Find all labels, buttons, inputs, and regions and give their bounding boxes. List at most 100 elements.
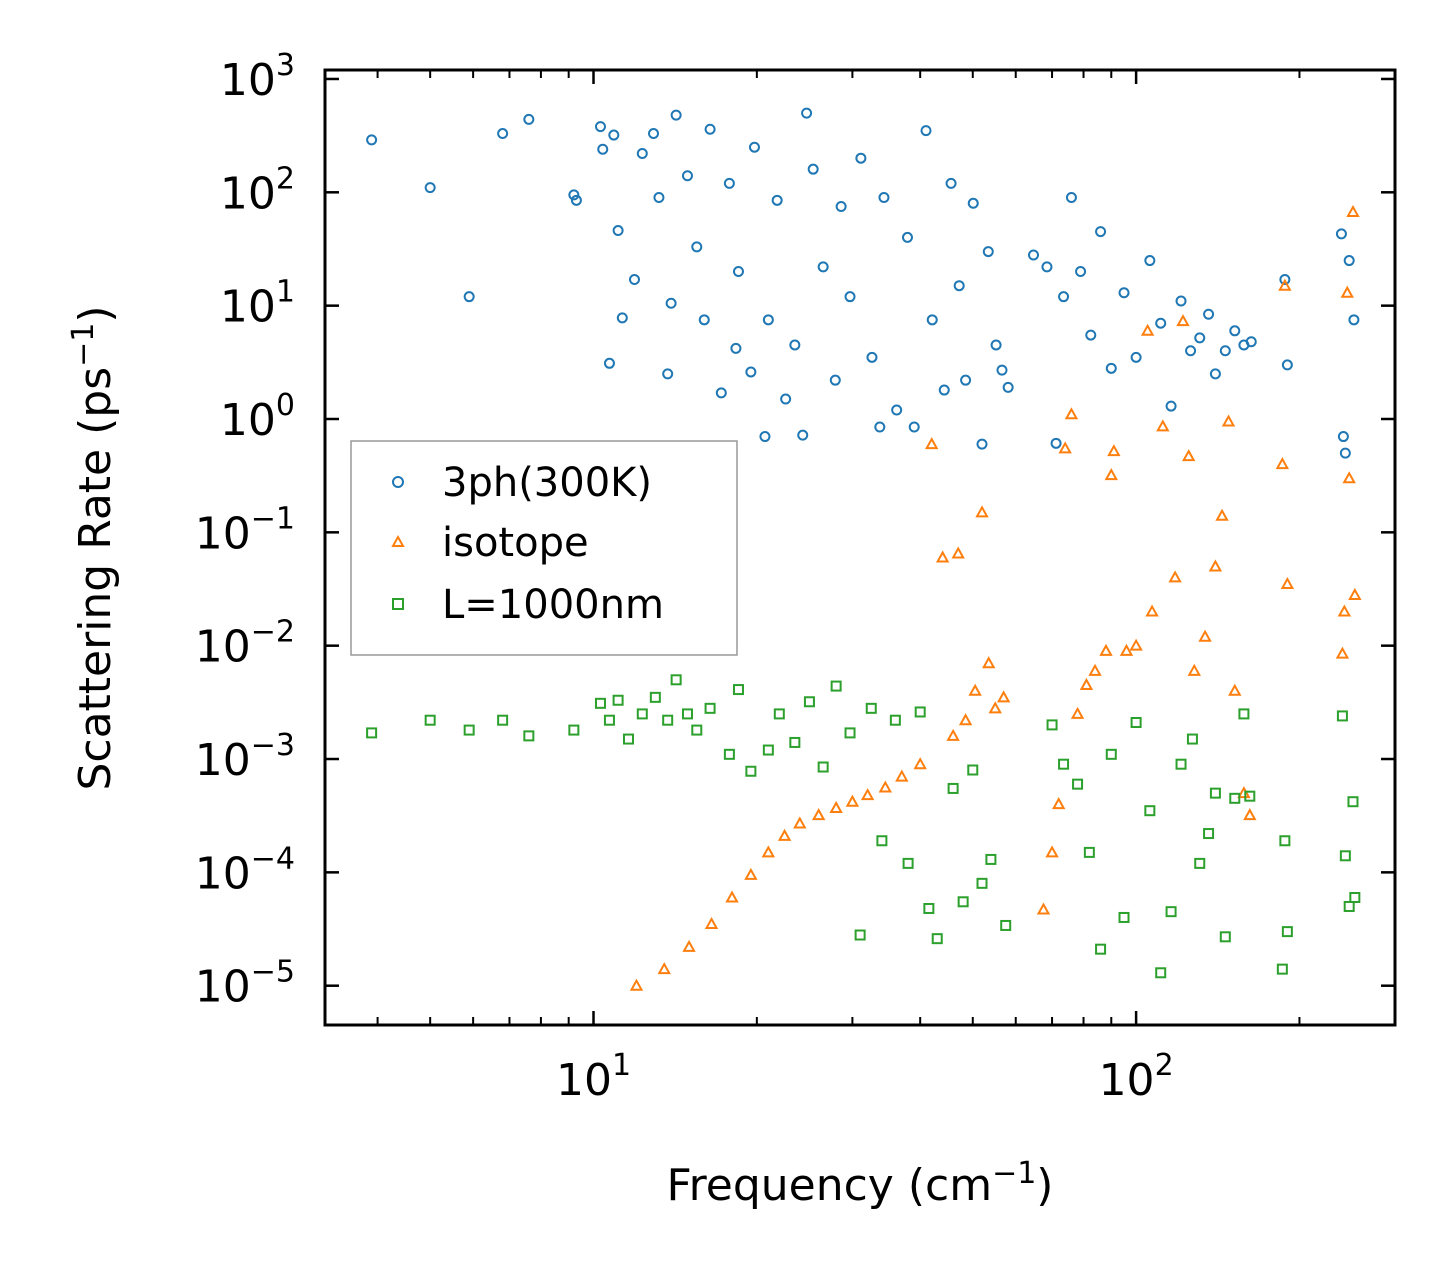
data-point-series-1 (996, 690, 1011, 703)
x-tick-label: 102 (1099, 1048, 1174, 1106)
data-point-series-2 (732, 684, 744, 696)
data-point-series-0 (497, 128, 509, 140)
data-point-series-0 (789, 339, 801, 351)
data-point-series-0 (594, 121, 606, 133)
data-point-series-0 (1335, 228, 1347, 240)
data-point-series-0 (748, 141, 760, 153)
data-point-series-0 (681, 170, 693, 182)
data-point-series-0 (1279, 274, 1291, 286)
data-point-series-0 (670, 109, 682, 121)
y-tick-label: 10−3 (195, 728, 295, 786)
data-point-series-1 (1058, 441, 1072, 454)
data-point-series-0 (901, 231, 913, 243)
data-point-series-0 (797, 429, 809, 441)
data-point-series-2 (844, 727, 856, 739)
data-point-series-0 (568, 189, 580, 201)
data-point-series-0 (780, 393, 792, 405)
data-point-series-0 (1339, 447, 1351, 459)
legend-label-3ph: 3ph(300K) (442, 460, 652, 506)
y-tick-label: 101 (220, 275, 295, 333)
data-point-series-2 (1095, 943, 1107, 955)
data-point-series-2 (1000, 919, 1012, 931)
data-point-series-1 (1340, 285, 1354, 298)
data-point-series-0 (855, 152, 867, 164)
data-point-series-1 (946, 728, 960, 741)
data-point-series-0 (1185, 345, 1197, 357)
data-point-series-1 (1198, 629, 1212, 642)
data-point-series-1 (829, 800, 843, 813)
axis-ticks: 101 102 103 102 101 100 10−1 10−2 10−3 10−4 10−5 (195, 48, 1396, 1106)
data-point-series-2 (1279, 835, 1291, 847)
data-point-series-0 (1245, 336, 1257, 348)
data-point-series-0 (648, 128, 660, 140)
data-point-series-2 (523, 730, 535, 742)
data-point-series-0 (807, 163, 819, 175)
data-point-series-0 (1343, 255, 1355, 267)
data-point-series-0 (878, 192, 890, 204)
data-point-series-2 (1046, 719, 1058, 731)
data-point-series-2 (967, 764, 979, 776)
data-point-series-2 (1339, 850, 1351, 862)
data-point-series-1 (1036, 902, 1051, 915)
data-point-series-0 (938, 384, 950, 396)
data-point-series-0 (967, 197, 979, 209)
data-point-series-2 (704, 702, 716, 714)
y-tick-label: 10−5 (195, 955, 295, 1013)
data-point-series-0 (653, 192, 665, 204)
data-point-series-0 (1209, 368, 1221, 380)
data-point-series-1 (1119, 643, 1134, 656)
data-point-series-1 (793, 816, 807, 829)
data-point-series-2 (1203, 828, 1215, 840)
data-point-series-0 (1155, 317, 1167, 329)
data-point-series-1 (1275, 457, 1290, 470)
data-point-series-0 (1203, 308, 1215, 320)
data-point-series-0 (945, 177, 957, 189)
data-point-series-2 (1209, 787, 1221, 799)
data-point-series-1 (935, 550, 950, 563)
data-point-series-2 (1175, 758, 1187, 770)
data-point-series-0 (1144, 255, 1156, 267)
data-point-series-2 (830, 680, 842, 692)
data-point-series-2 (594, 697, 606, 709)
data-point-series-0 (982, 246, 994, 258)
data-point-series-2 (636, 708, 648, 720)
data-point-series-2 (1281, 926, 1293, 938)
data-point-series-2 (1186, 733, 1198, 745)
data-point-series-0 (844, 291, 856, 303)
data-point-series-0 (612, 225, 624, 237)
data-point-series-1 (878, 780, 893, 793)
data-point-series-1 (704, 916, 719, 930)
data-point-series-0 (463, 291, 475, 303)
legend-label-l1000nm: L=1000nm (442, 582, 664, 628)
data-point-series-0 (1130, 351, 1142, 363)
data-point-series-0 (976, 438, 988, 450)
y-tick-label: 102 (220, 161, 295, 219)
data-point-series-1 (924, 437, 939, 450)
legend-label-isotope: isotope (442, 520, 589, 566)
data-point-series-2 (762, 744, 774, 756)
data-point-series-0 (1219, 345, 1231, 357)
data-point-series-0 (990, 339, 1002, 351)
data-point-series-2 (803, 696, 815, 708)
data-point-series-0 (570, 194, 582, 206)
data-point-series-1 (1187, 663, 1201, 676)
data-point-series-2 (622, 733, 634, 745)
data-point-series-0 (1058, 291, 1070, 303)
data-point-series-2 (1058, 758, 1070, 770)
data-point-series-0 (691, 241, 703, 253)
x-tick-label: 101 (556, 1048, 631, 1106)
data-point-series-2 (914, 706, 926, 718)
data-point-series-0 (1105, 362, 1117, 374)
data-point-series-0 (628, 274, 640, 286)
data-point-series-0 (920, 125, 932, 137)
data-point-series-1 (1208, 559, 1223, 572)
data-point-series-1 (913, 757, 927, 770)
data-point-series-2 (366, 727, 378, 739)
data-point-series-1 (1181, 449, 1196, 462)
data-point-series-1 (1278, 278, 1292, 291)
data-point-series-1 (1342, 471, 1356, 484)
data-point-series-2 (691, 724, 703, 736)
data-point-series-1 (1335, 646, 1350, 659)
y-tick-label: 10−4 (195, 841, 295, 899)
data-point-series-0 (1175, 295, 1187, 307)
